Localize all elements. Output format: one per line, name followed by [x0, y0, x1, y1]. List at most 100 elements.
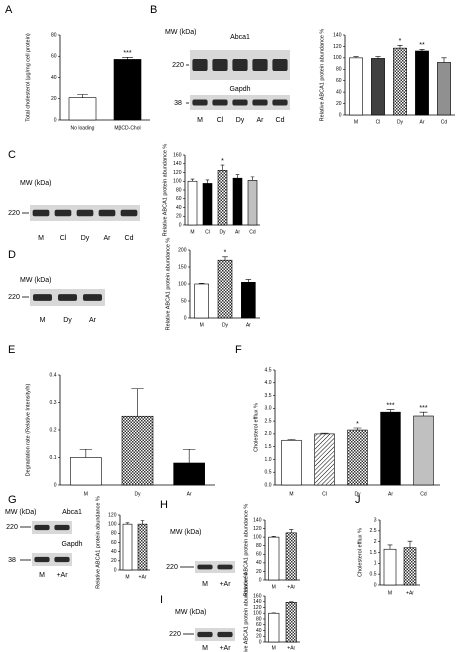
blot-lane-label: Dy — [63, 317, 72, 324]
x-tick-label: M — [272, 584, 276, 590]
x-tick-label: Ar — [388, 491, 393, 497]
x-tick-label: +Ar — [139, 574, 147, 580]
error-bar — [289, 601, 294, 603]
error-bar — [287, 439, 296, 441]
blot-band — [76, 209, 94, 217]
x-tick-label: +Ar — [287, 645, 295, 651]
blot-band — [232, 99, 248, 106]
blot-lane-label: M — [39, 572, 45, 579]
blot-protein: Abca1 — [230, 34, 250, 41]
y-tick-label: 80 — [256, 616, 262, 622]
significance: *** — [386, 402, 394, 409]
blot-lane-label: Cd — [276, 117, 285, 124]
x-tick-label: MβCD-Chol — [114, 125, 140, 131]
panel-letter: I — [160, 594, 163, 606]
blot-marker: 220 — [169, 631, 181, 638]
blot-lane-label: Ar — [89, 317, 97, 324]
error-bar — [271, 535, 276, 538]
y-tick-label: 1.0 — [265, 457, 272, 463]
blot-mw-label: MW (kDa) — [20, 277, 52, 284]
panel-letter: F — [235, 344, 242, 356]
error-bar — [222, 256, 228, 261]
error-bar — [235, 174, 240, 179]
y-tick-label: 60 — [176, 196, 182, 202]
y-tick-label: 100 — [253, 534, 262, 540]
y-tick-label: 120 — [108, 512, 117, 518]
bar — [247, 180, 258, 226]
blot-band — [197, 564, 213, 570]
bar — [285, 602, 297, 643]
error-bar — [289, 529, 294, 533]
y-tick-label: 40 — [256, 628, 262, 634]
blot-mw-label: MW (kDa) — [5, 509, 37, 516]
bar — [268, 612, 280, 643]
error-bar — [407, 540, 413, 548]
x-tick-label: M — [289, 491, 293, 497]
y-tick-label: 80 — [111, 531, 117, 537]
y-axis-label: Cholesterol efflux % — [253, 403, 259, 452]
blot-band — [32, 209, 50, 217]
error-bar — [182, 448, 196, 463]
blot-mw-label: MW (kDa) — [175, 609, 207, 616]
y-tick-label: 0 — [54, 482, 57, 488]
y-tick-label: 3 — [374, 517, 377, 523]
x-tick-label: M — [84, 491, 88, 497]
blot-marker: 220 — [166, 564, 178, 571]
blot-lane-label: Ar — [104, 235, 112, 242]
blot-lane-label: Cl — [217, 117, 224, 124]
y-tick-label: 40 — [111, 549, 117, 555]
y-tick-label: 160 — [173, 152, 182, 158]
y-tick-label: 4.5 — [265, 367, 272, 373]
bar — [68, 97, 97, 121]
y-tick-label: 3.5 — [265, 393, 272, 399]
y-tick-label: 60 — [256, 622, 262, 628]
bar — [217, 170, 228, 226]
y-tick-label: 120 — [253, 605, 262, 611]
y-tick-label: 2 — [374, 539, 377, 545]
y-tick-label: 40 — [176, 205, 182, 211]
error-bar — [387, 544, 393, 550]
x-tick-label: +Ar — [287, 584, 295, 590]
y-tick-label: 0 — [339, 112, 342, 118]
x-tick-label: Cl — [376, 119, 381, 125]
y-tick-label: 0.2 — [50, 427, 57, 433]
blot-band — [232, 59, 248, 71]
blot-membrane — [32, 521, 72, 534]
blot-lane-label: +Ar — [56, 572, 68, 579]
y-tick-label: 140 — [253, 599, 262, 605]
error-bar — [198, 283, 205, 284]
blot-band — [217, 631, 233, 638]
x-tick-label: No loading — [71, 125, 95, 131]
y-tick-label: 4.0 — [265, 380, 272, 386]
y-tick-label: 2.5 — [265, 418, 272, 424]
y-tick-label: 20 — [256, 569, 262, 575]
x-tick-label: M — [272, 645, 276, 651]
x-tick-label: M — [388, 590, 392, 596]
significance: * — [399, 38, 402, 45]
y-tick-label: 120 — [173, 170, 182, 176]
y-tick-label: 140 — [333, 32, 342, 38]
y-tick-label: 50 — [181, 298, 187, 304]
error-bar — [220, 164, 225, 171]
blot-lane-label: +Ar — [219, 645, 231, 652]
panel-letter: E — [8, 344, 15, 356]
blot-mw-label: MW (kDa) — [165, 29, 197, 36]
y-tick-label: 2.0 — [265, 431, 272, 437]
significance: * — [221, 158, 224, 165]
y-tick-label: 60 — [111, 540, 117, 546]
blot-band — [34, 524, 50, 531]
y-tick-label: 0.3 — [50, 400, 57, 406]
blot-marker: 220 — [8, 210, 20, 217]
blot-band — [34, 556, 50, 563]
y-tick-label: 0 — [259, 577, 262, 583]
significance: * — [224, 250, 227, 257]
y-tick-label: 80 — [51, 32, 57, 38]
error-bar — [353, 56, 359, 58]
x-tick-label: Cd — [420, 491, 427, 497]
y-tick-label: 120 — [333, 44, 342, 50]
y-axis-label: Degradation rate (Relative Intensity/h) — [25, 384, 31, 477]
blot-band — [33, 294, 52, 301]
x-tick-label: M — [200, 322, 204, 328]
y-tick-label: 80 — [176, 187, 182, 193]
